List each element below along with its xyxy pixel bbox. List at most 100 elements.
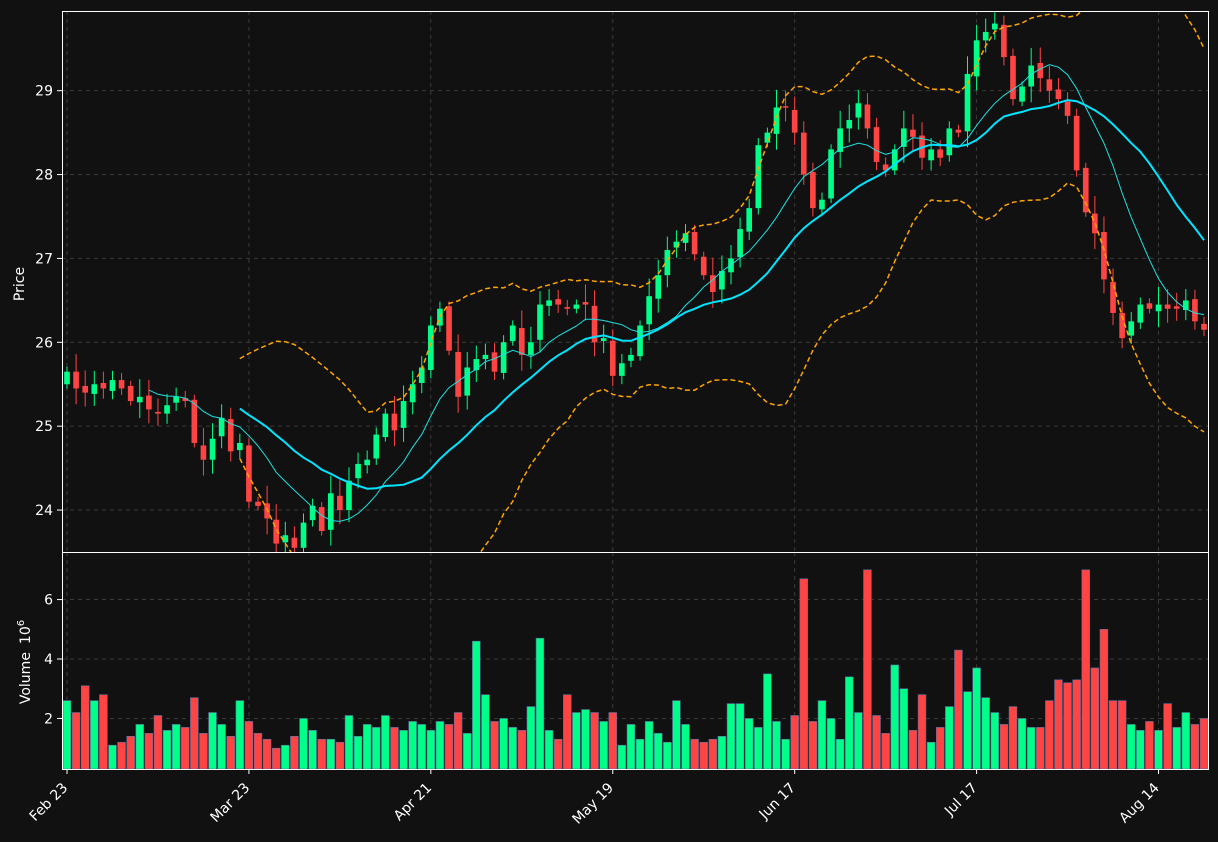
candle-up xyxy=(164,405,170,414)
volume-bar-up xyxy=(1181,712,1191,770)
volume-bar-up xyxy=(772,721,781,770)
volume-bar-up xyxy=(617,744,627,770)
candle-down xyxy=(127,385,134,402)
candle-down xyxy=(227,419,234,452)
volume-bar-down xyxy=(1190,724,1200,770)
volume-bar-up xyxy=(508,727,517,770)
volume-bar-up xyxy=(208,712,217,770)
volume-axis-label: Volume 106 xyxy=(16,620,34,704)
candle-down xyxy=(1073,115,1080,171)
volume-bar-down xyxy=(226,736,235,770)
volume-bar-down xyxy=(908,730,918,770)
candle-up xyxy=(300,522,307,548)
volume-bar-down xyxy=(917,694,927,770)
candle-down xyxy=(146,395,152,410)
volume-panel-frame xyxy=(62,552,1209,770)
volume-bar-up xyxy=(826,718,836,770)
candle-up xyxy=(1028,65,1034,87)
volume-bar-up xyxy=(381,715,390,770)
candle-down xyxy=(791,109,798,133)
candle-down xyxy=(709,275,716,292)
volume-bar-up xyxy=(572,712,581,770)
volume-bar-up xyxy=(544,730,554,770)
volume-bar-up xyxy=(344,715,354,770)
candle-up xyxy=(682,233,689,243)
price-tick-label: 24 xyxy=(35,503,53,519)
candle-down xyxy=(1201,323,1207,330)
price-grid xyxy=(62,11,1208,552)
volume-bar-up xyxy=(1127,724,1136,770)
volume-bar-up xyxy=(326,738,335,770)
candle-up xyxy=(982,31,989,41)
candle-up xyxy=(637,325,643,357)
candle-down xyxy=(118,380,125,389)
volume-bar-down xyxy=(181,727,190,770)
candle-up xyxy=(509,325,516,342)
candle-down xyxy=(582,302,589,305)
candle-down xyxy=(691,232,698,255)
volume-bar-down xyxy=(317,738,326,770)
candle-up xyxy=(309,505,316,521)
candle-down xyxy=(1037,63,1044,79)
volume-bar-down xyxy=(253,733,263,770)
candle-up xyxy=(364,459,370,466)
candle-up xyxy=(528,342,534,355)
candle-down xyxy=(155,411,161,414)
volume-bar-up xyxy=(481,694,490,770)
candle-up xyxy=(991,23,998,30)
candle-down xyxy=(1146,303,1153,309)
volume-unit-base: 10 xyxy=(18,626,34,644)
volume-bar-up xyxy=(62,700,72,770)
candle-up xyxy=(828,149,834,199)
candle-down xyxy=(82,385,89,393)
volume-bar-up xyxy=(408,721,417,770)
volume-bar-up xyxy=(399,730,408,770)
fast-moving-average-line xyxy=(148,64,1205,522)
candle-down xyxy=(1046,79,1053,91)
volume-bar-down xyxy=(1117,700,1127,770)
candle-up xyxy=(973,40,980,77)
volume-bar-up xyxy=(217,724,226,770)
volume-bar-down xyxy=(71,712,81,770)
candle-up xyxy=(946,128,953,156)
candle-down xyxy=(318,507,325,532)
candle-down xyxy=(1101,232,1107,280)
volume-bar-down xyxy=(290,736,299,770)
volume-bar-up xyxy=(1172,727,1181,770)
volume-bar-down xyxy=(863,569,872,770)
candle-up xyxy=(400,401,407,428)
candle-up xyxy=(891,149,898,171)
volume-bar-down xyxy=(699,741,708,770)
volume-bar-up xyxy=(135,724,144,770)
candle-up xyxy=(500,342,507,373)
candle-down xyxy=(491,352,498,372)
price-y-axis: 24 25 26 27 28 29 xyxy=(35,84,62,519)
volume-bar-up xyxy=(1136,730,1145,770)
volume-tick-label: 2 xyxy=(44,711,53,727)
candle-up xyxy=(728,258,734,273)
volume-bar-up xyxy=(1154,730,1163,770)
volume-bar-up xyxy=(817,700,827,770)
volume-bar-down xyxy=(262,738,272,770)
volume-bar-down xyxy=(808,721,818,770)
volume-bar-up xyxy=(435,721,445,770)
volume-bar-up xyxy=(890,664,899,770)
volume-bar-up xyxy=(845,676,854,770)
volume-bar-up xyxy=(926,741,936,770)
candle-down xyxy=(191,399,198,443)
candle-down xyxy=(246,445,252,502)
volume-bar-down xyxy=(1090,667,1100,770)
candle-up xyxy=(1182,300,1189,311)
candle-up xyxy=(846,120,853,129)
volume-bar-up xyxy=(854,712,863,770)
price-axis-label: Price xyxy=(12,267,28,301)
candle-up xyxy=(64,371,70,385)
candle-up xyxy=(628,354,634,361)
candle-up xyxy=(91,384,98,394)
candle-down xyxy=(955,129,962,133)
candle-down xyxy=(864,104,871,129)
candle-up xyxy=(819,199,825,210)
candle-up xyxy=(600,338,607,342)
candle-down xyxy=(291,537,298,548)
